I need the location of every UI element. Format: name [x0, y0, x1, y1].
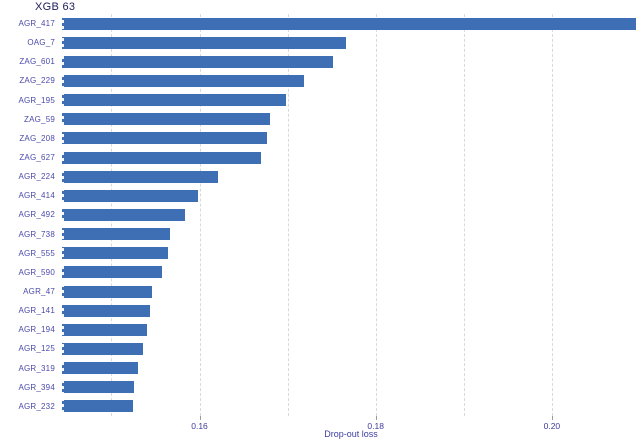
bar	[62, 400, 134, 413]
y-axis-label: ZAG_59	[24, 114, 55, 124]
bar-row: AGR_394	[18, 378, 640, 397]
bar-row: AGR_319	[18, 359, 640, 378]
y-axis-label: AGR_232	[18, 401, 55, 411]
bar-row: ZAG_59	[24, 110, 640, 129]
x-tick-label: 0.18	[367, 421, 384, 431]
y-axis-label: AGR_738	[18, 229, 55, 239]
gridline	[287, 14, 289, 416]
bar-row: AGR_555	[18, 244, 640, 263]
y-axis-label: AGR_195	[18, 95, 55, 105]
y-axis-label: AGR_125	[18, 344, 55, 354]
bar	[62, 208, 185, 221]
y-axis-label: AGR_492	[18, 210, 55, 220]
bar-rows: AGR_417 OAG_7 ZAG_601 ZAG_229 AGR_195 ZAG_59 Z…	[18, 14, 640, 416]
gridline	[551, 14, 553, 416]
y-axis-label: AGR_417	[18, 19, 55, 29]
bar	[62, 94, 286, 107]
bar-row: AGR_194	[18, 320, 640, 339]
bar-row: ZAG_208	[19, 129, 640, 148]
bar-row: AGR_47	[23, 282, 640, 301]
bar-row: AGR_492	[18, 205, 640, 224]
y-axis-label: ZAG_627	[19, 153, 55, 163]
y-axis-label: AGR_590	[18, 267, 55, 277]
bar	[62, 189, 198, 202]
y-axis-label: AGR_414	[18, 191, 55, 201]
x-axis-title: Drop-out loss	[324, 429, 378, 439]
bar	[62, 381, 135, 394]
chart-title: XGB 63	[35, 1, 76, 13]
bar-row: AGR_232	[18, 397, 640, 416]
y-axis-label: AGR_224	[18, 172, 55, 182]
bar	[62, 74, 305, 87]
y-axis-label: AGR_394	[18, 382, 55, 392]
bar-row: ZAG_229	[19, 71, 640, 90]
bar-row: AGR_414	[18, 186, 640, 205]
bar	[62, 362, 138, 375]
y-axis-label: ZAG_208	[19, 133, 55, 143]
gridline	[463, 14, 465, 416]
x-tick-label: 0.16	[191, 421, 208, 431]
bar	[62, 342, 144, 355]
bar	[62, 55, 334, 68]
y-axis-label: ZAG_601	[19, 57, 55, 67]
bar	[62, 132, 268, 145]
bar	[62, 36, 346, 49]
bar-row: AGR_195	[18, 91, 640, 110]
x-tick-mark	[375, 416, 377, 420]
bar	[62, 323, 147, 336]
bar-row: OAG_7	[27, 33, 640, 52]
bar	[62, 266, 162, 279]
bar-row: AGR_417	[18, 14, 640, 33]
plot-area: AGR_417 OAG_7 ZAG_601 ZAG_229 AGR_195 ZAG_59 Z…	[18, 14, 640, 416]
bar-row: ZAG_601	[19, 52, 640, 71]
bar	[62, 304, 151, 317]
bar-row: AGR_224	[18, 167, 640, 186]
y-axis-label: AGR_555	[18, 248, 55, 258]
y-axis-label: OAG_7	[27, 38, 55, 48]
y-axis-label: ZAG_229	[19, 76, 55, 86]
y-axis-label: AGR_319	[18, 363, 55, 373]
gridline	[375, 14, 377, 416]
x-tick-mark	[199, 416, 201, 420]
bar	[62, 247, 168, 260]
bar	[62, 17, 636, 30]
y-axis-label: AGR_47	[23, 287, 55, 297]
bar-row: ZAG_627	[19, 148, 640, 167]
y-axis-label: AGR_141	[18, 306, 55, 316]
x-tick-mark	[551, 416, 553, 420]
y-axis-label: AGR_194	[18, 325, 55, 335]
gridline	[199, 14, 201, 416]
bar	[62, 228, 171, 241]
bar	[62, 170, 218, 183]
bar	[62, 285, 152, 298]
x-tick-label: 0.20	[543, 421, 561, 431]
bar	[62, 113, 270, 126]
bar-row: AGR_590	[18, 263, 640, 282]
bar-row: AGR_141	[18, 301, 640, 320]
bar-row: AGR_738	[18, 225, 640, 244]
bar	[62, 151, 262, 164]
bar-baseline-dashed-line	[62, 14, 64, 416]
x-axis: 0.16 0.18 0.20	[62, 416, 640, 432]
bar-row: AGR_125	[18, 339, 640, 358]
